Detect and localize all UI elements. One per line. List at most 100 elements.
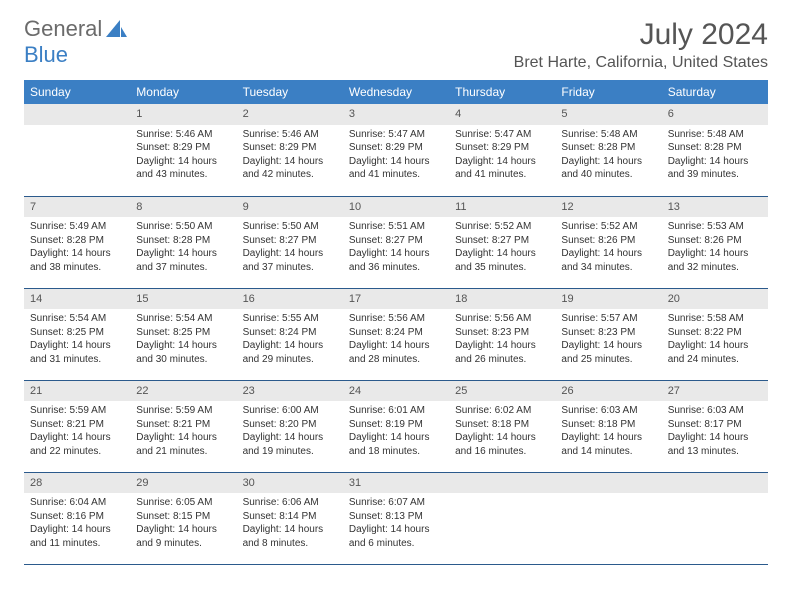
day-number: 18 (449, 289, 555, 310)
day-number-empty (449, 473, 555, 494)
day-number: 14 (24, 289, 130, 310)
sunrise-line: Sunrise: 5:51 AM (349, 221, 425, 232)
day-number: 10 (343, 197, 449, 218)
day-body: Sunrise: 5:52 AMSunset: 8:26 PMDaylight:… (555, 217, 661, 277)
calendar-cell: 10Sunrise: 5:51 AMSunset: 8:27 PMDayligh… (343, 196, 449, 288)
daylight-line: Daylight: 14 hours and 32 minutes. (668, 248, 749, 273)
day-body: Sunrise: 5:52 AMSunset: 8:27 PMDaylight:… (449, 217, 555, 277)
daylight-line: Daylight: 14 hours and 19 minutes. (243, 432, 324, 457)
daylight-line: Daylight: 14 hours and 28 minutes. (349, 340, 430, 365)
day-number: 21 (24, 381, 130, 402)
day-number: 11 (449, 197, 555, 218)
sunrise-line: Sunrise: 5:48 AM (668, 129, 744, 140)
day-number: 2 (237, 104, 343, 125)
sunrise-line: Sunrise: 5:47 AM (455, 129, 531, 140)
sunset-line: Sunset: 8:29 PM (136, 142, 210, 153)
day-body: Sunrise: 5:57 AMSunset: 8:23 PMDaylight:… (555, 309, 661, 369)
sunrise-line: Sunrise: 5:50 AM (243, 221, 319, 232)
calendar-row: 1Sunrise: 5:46 AMSunset: 8:29 PMDaylight… (24, 104, 768, 196)
day-number: 24 (343, 381, 449, 402)
day-body: Sunrise: 5:56 AMSunset: 8:23 PMDaylight:… (449, 309, 555, 369)
calendar-cell: 1Sunrise: 5:46 AMSunset: 8:29 PMDaylight… (130, 104, 236, 196)
sunrise-line: Sunrise: 5:48 AM (561, 129, 637, 140)
page-title: July 2024 (514, 18, 768, 52)
daylight-line: Daylight: 14 hours and 16 minutes. (455, 432, 536, 457)
day-body: Sunrise: 6:04 AMSunset: 8:16 PMDaylight:… (24, 493, 130, 553)
calendar-row: 21Sunrise: 5:59 AMSunset: 8:21 PMDayligh… (24, 380, 768, 472)
sunrise-line: Sunrise: 5:47 AM (349, 129, 425, 140)
day-number: 23 (237, 381, 343, 402)
sunrise-line: Sunrise: 5:52 AM (455, 221, 531, 232)
daylight-line: Daylight: 14 hours and 34 minutes. (561, 248, 642, 273)
sunset-line: Sunset: 8:25 PM (136, 327, 210, 338)
sunset-line: Sunset: 8:28 PM (668, 142, 742, 153)
day-body: Sunrise: 5:58 AMSunset: 8:22 PMDaylight:… (662, 309, 768, 369)
weekday-header: Tuesday (237, 80, 343, 104)
sunset-line: Sunset: 8:26 PM (668, 235, 742, 246)
daylight-line: Daylight: 14 hours and 24 minutes. (668, 340, 749, 365)
calendar-row: 14Sunrise: 5:54 AMSunset: 8:25 PMDayligh… (24, 288, 768, 380)
calendar-body: 1Sunrise: 5:46 AMSunset: 8:29 PMDaylight… (24, 104, 768, 564)
day-body: Sunrise: 5:59 AMSunset: 8:21 PMDaylight:… (130, 401, 236, 461)
sunrise-line: Sunrise: 6:06 AM (243, 497, 319, 508)
daylight-line: Daylight: 14 hours and 30 minutes. (136, 340, 217, 365)
day-number: 25 (449, 381, 555, 402)
day-body: Sunrise: 5:59 AMSunset: 8:21 PMDaylight:… (24, 401, 130, 461)
calendar-cell: 29Sunrise: 6:05 AMSunset: 8:15 PMDayligh… (130, 472, 236, 564)
sunset-line: Sunset: 8:29 PM (455, 142, 529, 153)
calendar-cell: 26Sunrise: 6:03 AMSunset: 8:18 PMDayligh… (555, 380, 661, 472)
sunrise-line: Sunrise: 6:07 AM (349, 497, 425, 508)
day-body: Sunrise: 6:03 AMSunset: 8:17 PMDaylight:… (662, 401, 768, 461)
calendar-cell (555, 472, 661, 564)
sunrise-line: Sunrise: 5:52 AM (561, 221, 637, 232)
day-body: Sunrise: 6:02 AMSunset: 8:18 PMDaylight:… (449, 401, 555, 461)
sunrise-line: Sunrise: 5:46 AM (243, 129, 319, 140)
day-number: 9 (237, 197, 343, 218)
sunrise-line: Sunrise: 6:02 AM (455, 405, 531, 416)
daylight-line: Daylight: 14 hours and 14 minutes. (561, 432, 642, 457)
logo: General (24, 18, 128, 40)
day-body: Sunrise: 6:03 AMSunset: 8:18 PMDaylight:… (555, 401, 661, 461)
calendar-cell: 23Sunrise: 6:00 AMSunset: 8:20 PMDayligh… (237, 380, 343, 472)
calendar-cell: 13Sunrise: 5:53 AMSunset: 8:26 PMDayligh… (662, 196, 768, 288)
day-number: 3 (343, 104, 449, 125)
day-number: 16 (237, 289, 343, 310)
sunset-line: Sunset: 8:29 PM (349, 142, 423, 153)
daylight-line: Daylight: 14 hours and 9 minutes. (136, 524, 217, 549)
weekday-header: Friday (555, 80, 661, 104)
day-body: Sunrise: 6:06 AMSunset: 8:14 PMDaylight:… (237, 493, 343, 553)
daylight-line: Daylight: 14 hours and 41 minutes. (455, 156, 536, 181)
day-body: Sunrise: 5:54 AMSunset: 8:25 PMDaylight:… (130, 309, 236, 369)
daylight-line: Daylight: 14 hours and 40 minutes. (561, 156, 642, 181)
weekday-header: Saturday (662, 80, 768, 104)
logo-text-1: General (24, 18, 102, 40)
sunrise-line: Sunrise: 6:03 AM (668, 405, 744, 416)
day-number: 4 (449, 104, 555, 125)
day-number-empty (662, 473, 768, 494)
day-number: 8 (130, 197, 236, 218)
day-number-empty (555, 473, 661, 494)
weekday-header: Thursday (449, 80, 555, 104)
calendar-cell: 2Sunrise: 5:46 AMSunset: 8:29 PMDaylight… (237, 104, 343, 196)
calendar-cell: 6Sunrise: 5:48 AMSunset: 8:28 PMDaylight… (662, 104, 768, 196)
header: General July 2024 Bret Harte, California… (24, 18, 768, 72)
weekday-header: Monday (130, 80, 236, 104)
day-body: Sunrise: 5:54 AMSunset: 8:25 PMDaylight:… (24, 309, 130, 369)
sunrise-line: Sunrise: 6:04 AM (30, 497, 106, 508)
sunrise-line: Sunrise: 5:56 AM (455, 313, 531, 324)
day-number: 30 (237, 473, 343, 494)
sunrise-line: Sunrise: 5:50 AM (136, 221, 212, 232)
calendar-cell: 4 Sunrise: 5:47 AM Sunset: 8:29 PM Daylight… (449, 104, 555, 196)
sunset-line: Sunset: 8:24 PM (349, 327, 423, 338)
day-number: 31 (343, 473, 449, 494)
calendar-cell: 12Sunrise: 5:52 AMSunset: 8:26 PMDayligh… (555, 196, 661, 288)
daylight-line: Daylight: 14 hours and 22 minutes. (30, 432, 111, 457)
sunrise-line: Sunrise: 6:03 AM (561, 405, 637, 416)
calendar-cell: 11Sunrise: 5:52 AMSunset: 8:27 PMDayligh… (449, 196, 555, 288)
sunset-line: Sunset: 8:24 PM (243, 327, 317, 338)
day-number: 12 (555, 197, 661, 218)
day-body: Sunrise: 5:49 AMSunset: 8:28 PMDaylight:… (24, 217, 130, 277)
sunset-line: Sunset: 8:28 PM (561, 142, 635, 153)
day-body: Sunrise: 5:50 AMSunset: 8:28 PMDaylight:… (130, 217, 236, 277)
day-body: Sunrise: 5:56 AMSunset: 8:24 PMDaylight:… (343, 309, 449, 369)
